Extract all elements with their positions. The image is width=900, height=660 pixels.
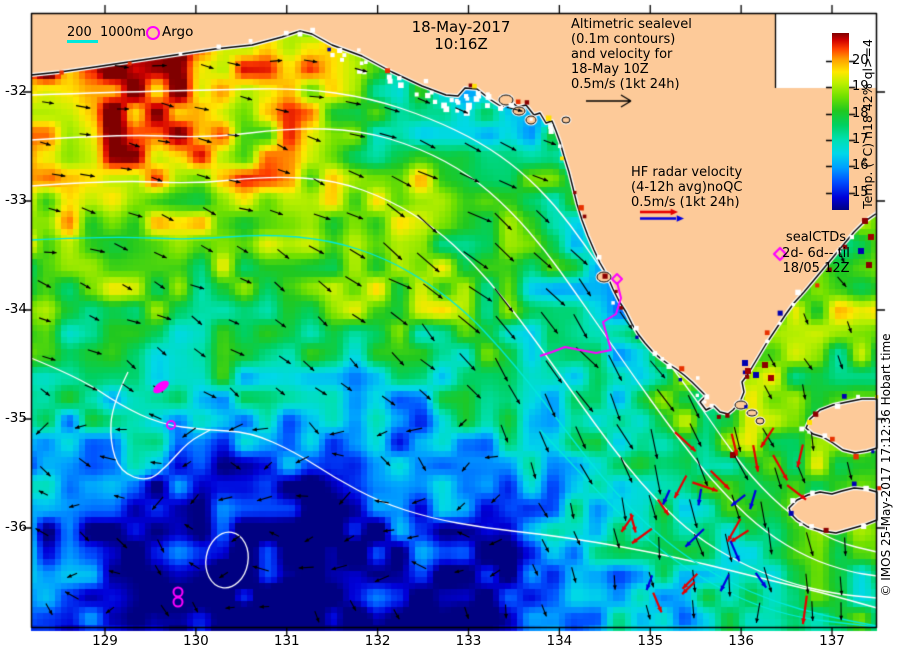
- longitude-tick-label: 135: [637, 633, 664, 649]
- copyright-text: © IMOS 25-May-2017 17:12:36 Hobart time: [879, 333, 893, 597]
- colorbar-tick-label: 19: [852, 79, 869, 95]
- altimetric-annotation: Altimetric sealevel (0.1m contours) and ve…: [571, 17, 711, 92]
- depth-200-label: 200: [67, 25, 92, 40]
- longitude-tick-label: 136: [728, 633, 755, 649]
- annotation-line: (4-12h avg)noQC: [631, 180, 743, 195]
- latitude-tick-label: -32: [4, 83, 27, 99]
- annotation-line: 18/05 12Z: [782, 261, 850, 276]
- hf-radar-annotation: HF radar velocity (4-12h avg)noQC 0.5m/s (…: [631, 165, 761, 210]
- bathy-contour-legend-line: [67, 40, 98, 43]
- depth-1000-label: 1000m: [100, 25, 146, 40]
- colorbar-tick-label: 15: [852, 184, 869, 200]
- colorbar-tick-label: 20: [852, 52, 869, 68]
- seal-ctd-annotation: sealCTDs 2d- 6d-- til 18/05 12Z: [766, 230, 866, 277]
- temperature-colorbar: [832, 33, 849, 210]
- colorbar-tick-label: 18: [852, 105, 869, 121]
- latitude-tick-label: -34: [4, 301, 27, 317]
- colorbar-tick-label: 16: [852, 158, 869, 174]
- annotation-line: and velocity for: [571, 47, 673, 62]
- map-time: 10:16Z: [434, 35, 488, 53]
- annotation-line: 18-May 10Z: [571, 62, 649, 77]
- colorbar-tick-label: 17: [852, 131, 869, 147]
- longitude-tick-label: 130: [182, 633, 209, 649]
- argo-marker-icon: [146, 26, 160, 40]
- annotation-line: 0.5m/s (1kt 24h): [571, 77, 680, 92]
- argo-label: Argo: [162, 24, 194, 40]
- longitude-tick-label: 133: [455, 633, 482, 649]
- longitude-tick-label: 131: [273, 633, 300, 649]
- longitude-tick-label: 129: [92, 633, 118, 649]
- map-title: 18-May-2017 10:16Z: [361, 19, 561, 53]
- annotation-line: (0.1m contours): [571, 32, 676, 47]
- longitude-tick-label: 134: [546, 633, 573, 649]
- latitude-tick-label: -36: [4, 519, 27, 535]
- annotation-line: sealCTDs: [785, 230, 847, 245]
- annotation-line: Altimetric sealevel: [571, 17, 692, 32]
- latitude-tick-label: -33: [4, 192, 27, 208]
- map-date: 18-May-2017: [411, 18, 511, 36]
- longitude-tick-label: 137: [819, 633, 845, 649]
- annotation-line: 0.5m/s (1kt 24h): [631, 195, 740, 210]
- latitude-tick-label: -35: [4, 410, 27, 426]
- annotation-line: 2d- 6d-- til: [782, 245, 850, 261]
- longitude-tick-label: 132: [364, 633, 391, 649]
- annotation-line: HF radar velocity: [631, 165, 743, 180]
